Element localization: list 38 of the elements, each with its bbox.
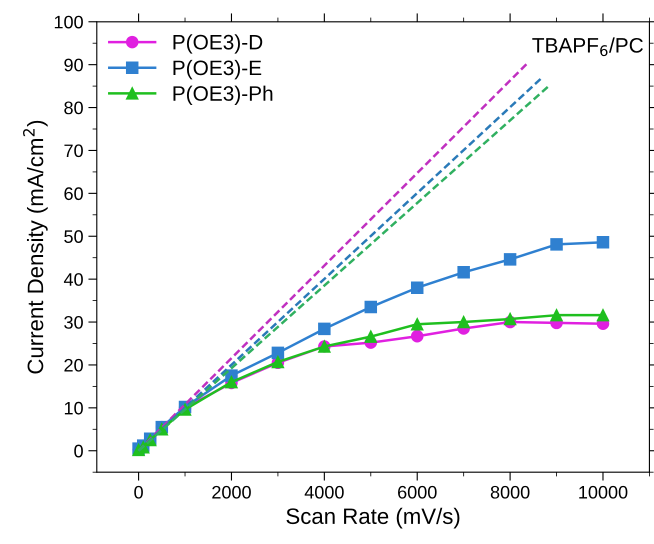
y-axis-title: Current Density (mA/cm$^{2}$): [23, 120, 48, 374]
y-tick-label: 50: [64, 230, 83, 243]
y-tick-label: 90: [64, 58, 83, 72]
y-tick-label: 80: [64, 101, 83, 114]
point: [364, 330, 378, 343]
point: [410, 330, 424, 342]
x-tick-label: 2000: [212, 486, 251, 499]
point: [596, 308, 610, 322]
x-tick-label: 8000: [490, 486, 530, 499]
point: [550, 308, 563, 322]
point: [364, 300, 378, 314]
point: [318, 322, 331, 336]
y-tick-label: 10: [64, 402, 83, 415]
y-tick-label: 40: [64, 273, 83, 286]
point: [272, 346, 284, 360]
point: [410, 281, 424, 294]
x-axis-title: Scan Rate (mV/s): [286, 508, 460, 528]
x-tick-label: 0: [134, 486, 143, 499]
y-tick-label: 70: [64, 144, 83, 158]
point: [457, 266, 470, 279]
y-tick-label: 20: [64, 358, 83, 372]
y-tick-label: 60: [64, 187, 83, 200]
x-tick-label: 10000: [579, 486, 628, 499]
y-tick-label: 100: [54, 16, 83, 28]
point: [550, 238, 563, 251]
legend-label: P(OE3)-Ph: [174, 86, 272, 106]
point: [457, 316, 470, 328]
point: [504, 312, 516, 326]
legend-label: P(OE3)-D: [174, 34, 262, 54]
x-tick-label: 6000: [398, 486, 437, 499]
x-tick-label: 4000: [304, 486, 344, 499]
point: [504, 253, 516, 266]
annotation: TBAPF$_{6}$/PC: [532, 37, 643, 56]
point: [596, 236, 610, 249]
legend-label: P(OE3)-E: [174, 60, 262, 80]
point: [410, 318, 424, 330]
y-tick-label: 30: [64, 316, 83, 329]
y-tick-label: 0: [74, 444, 83, 458]
